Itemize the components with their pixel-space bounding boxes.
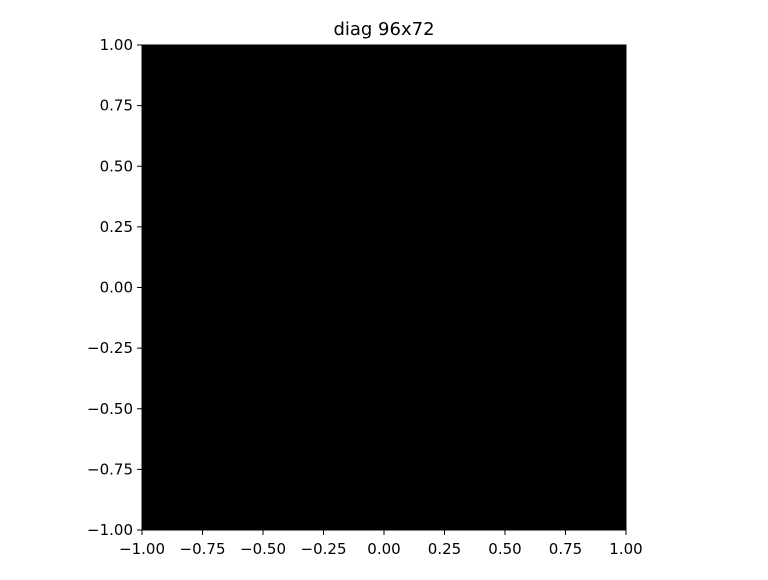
x-axis: −1.00 −0.75 −0.50 −0.25 0.00 0.25 0.50 0.75 1.00 [119,530,643,558]
x-tick-label: 1.00 [609,540,642,558]
x-tick-label: −0.50 [240,540,286,558]
y-tick-label: −0.50 [87,400,133,418]
y-tick-label: 0.00 [100,279,133,297]
y-tick-label: 0.75 [100,97,133,115]
x-tick-label: 0.25 [428,540,461,558]
x-tick-label: 0.75 [549,540,582,558]
heatmap-image [142,45,626,530]
x-tick-label: −0.75 [180,540,226,558]
y-tick-label: 1.00 [100,36,133,54]
x-tick-label: 0.50 [488,540,521,558]
y-tick-label: 0.25 [100,218,133,236]
y-tick-label: −0.25 [87,339,133,357]
x-tick-label: −1.00 [119,540,165,558]
y-tick-label: −0.75 [87,460,133,478]
chart-title: diag 96x72 [333,19,434,40]
x-tick-label: 0.00 [367,540,400,558]
x-tick-label: −0.25 [301,540,347,558]
y-axis: −1.00 −0.75 −0.50 −0.25 0.00 0.25 0.50 0.75 1.00 [87,36,142,539]
y-tick-label: 0.50 [100,157,133,175]
y-tick-label: −1.00 [87,521,133,539]
